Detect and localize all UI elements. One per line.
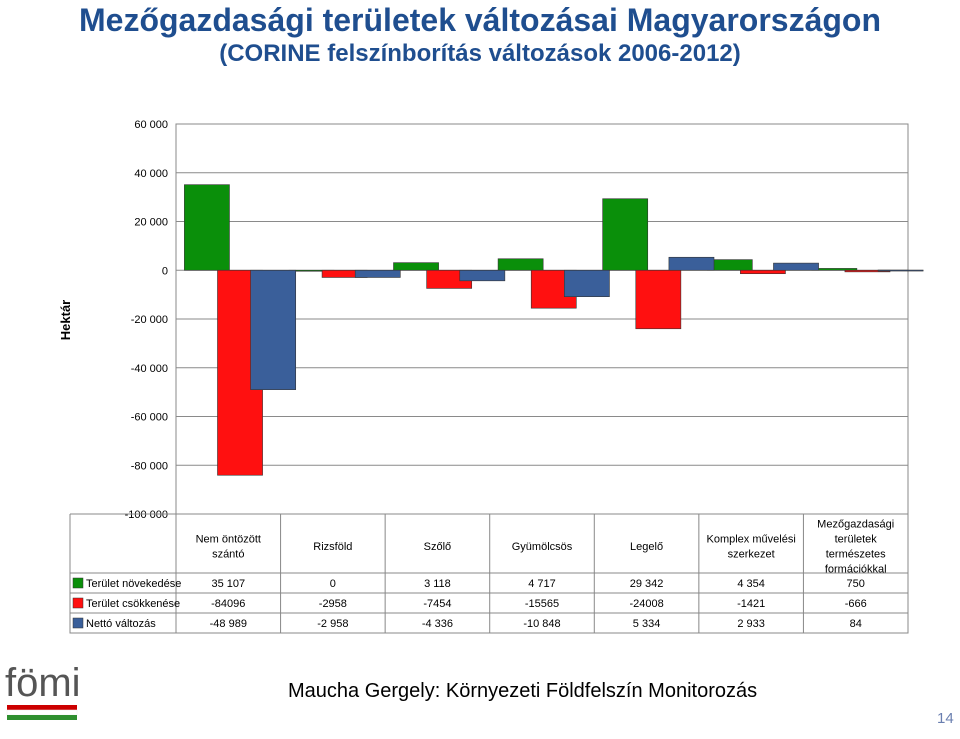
data-label: -7454 <box>423 598 451 610</box>
page-title: Mezőgazdasági területek változásai Magya… <box>78 2 882 38</box>
bar-terület-csökkenése <box>635 269 682 330</box>
bar-nettó-változás <box>459 269 506 282</box>
data-label: 750 <box>847 578 865 590</box>
data-label: 0 <box>330 578 336 590</box>
y-tick-label: 20 000 <box>134 217 168 229</box>
bar-terület-növekedése <box>393 262 439 271</box>
bar-nettó-változás <box>773 262 819 271</box>
bar-terület-növekedése <box>497 258 544 271</box>
bar-chart: 60 000 40 000 20 000 0 -20 000 -40 000 -60 000… <box>58 119 924 634</box>
bar-terület-növekedése <box>602 198 649 271</box>
y-tick-label: 60 000 <box>134 119 168 131</box>
data-label: 29 342 <box>630 578 664 590</box>
data-table <box>69 572 909 634</box>
bar-terület-csökkenése <box>740 269 786 275</box>
data-label: 5 334 <box>633 618 661 630</box>
data-label: -1421 <box>737 598 765 610</box>
data-label: -666 <box>845 598 867 610</box>
data-label: -84096 <box>211 598 245 610</box>
page-subtitle: (CORINE felszínborítás változások 2006-2… <box>219 40 741 67</box>
y-tick-label: -20 000 <box>131 314 168 326</box>
x-tick-label: Nem öntözött szántó <box>196 534 261 561</box>
data-label: 4 717 <box>528 578 556 590</box>
data-label: 84 <box>850 618 862 630</box>
x-tick-label: Gyümölcsös <box>512 541 573 553</box>
logo-text: fömi <box>5 661 81 705</box>
page-number: 14 <box>937 710 954 727</box>
y-tick-label: -40 000 <box>131 363 168 375</box>
data-label: -10 848 <box>523 618 560 630</box>
data-label: 2 933 <box>737 618 765 630</box>
bar-nettó-változás <box>564 269 610 297</box>
legend-label: Terület növekedése <box>86 578 181 590</box>
footer-author: Maucha Gergely: Környezeti Földfelszín M… <box>288 680 758 702</box>
data-label: 3 118 <box>424 578 451 590</box>
bar-nettó-változás <box>668 256 715 271</box>
x-tick-label: Mezőgazdasági területek természetes formáci… <box>817 519 894 576</box>
x-tick-label: Rizsföld <box>313 541 352 553</box>
bar-nettó-változás <box>250 269 297 390</box>
bar-nettó-változás <box>354 269 401 278</box>
data-label: 35 107 <box>211 578 245 590</box>
legend-swatch <box>72 617 84 629</box>
legend-swatch <box>72 577 84 589</box>
legend-label: Terület csökkenése <box>86 598 180 610</box>
data-label: -24008 <box>629 598 663 610</box>
y-tick-label: -100 000 <box>125 509 168 521</box>
x-tick-label: Szőlő <box>424 541 452 553</box>
data-label: -48 989 <box>210 618 247 630</box>
x-tick-label: Komplex művelési szerkezet <box>707 534 796 561</box>
x-tick-label: Legelő <box>630 541 663 553</box>
y-axis-label: Hektár <box>58 300 73 340</box>
y-tick-label: -60 000 <box>131 412 168 424</box>
bar-terület-növekedése <box>184 184 230 271</box>
data-label: -4 336 <box>422 618 453 630</box>
data-label: -2 958 <box>317 618 348 630</box>
data-label: -15565 <box>525 598 559 610</box>
data-label: 4 354 <box>737 578 765 590</box>
y-tick-label: 0 <box>162 265 168 277</box>
legend-swatch <box>72 597 84 609</box>
legend-label: Nettó változás <box>86 618 156 630</box>
y-tick-label: 40 000 <box>134 168 168 180</box>
fomi-logo: fömi <box>3 652 83 727</box>
y-tick-label: -80 000 <box>131 460 168 472</box>
data-label: -2958 <box>319 598 347 610</box>
bar-nettó-változás <box>877 269 924 272</box>
